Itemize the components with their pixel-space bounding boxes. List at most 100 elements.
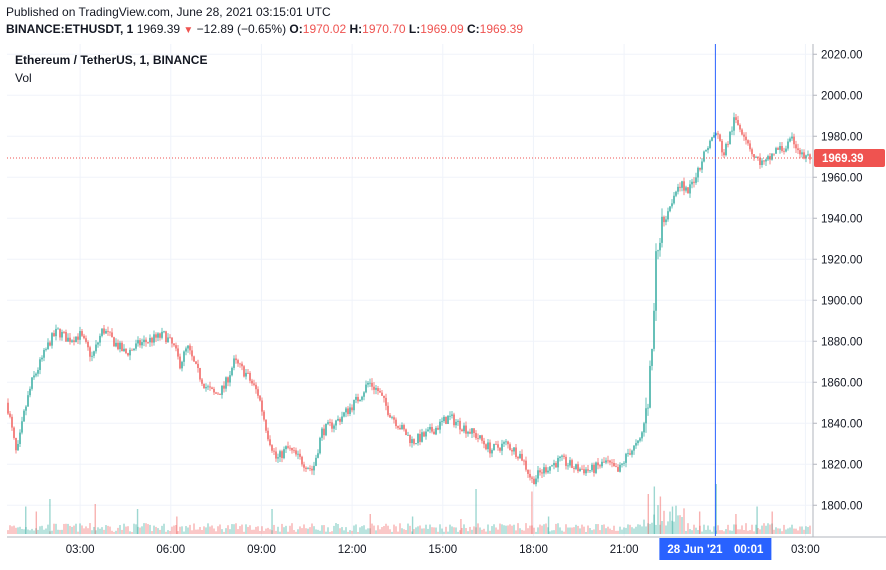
candle-body — [603, 461, 605, 463]
candle-body — [79, 331, 81, 340]
volume-bar — [109, 526, 111, 534]
volume-bar — [677, 515, 679, 534]
candle-body — [555, 463, 557, 468]
volume-bar — [479, 527, 481, 534]
volume-bar — [643, 519, 645, 534]
candle-body — [401, 425, 403, 430]
candle-body — [311, 468, 313, 471]
candle-body — [575, 464, 577, 469]
volume-spike — [715, 484, 717, 534]
volume-bar — [635, 526, 637, 534]
volume-bar — [237, 529, 239, 534]
candle-body — [655, 251, 657, 311]
candle-body — [17, 443, 19, 451]
candle-body — [91, 355, 93, 357]
candle-body — [329, 422, 331, 423]
volume-bar — [645, 526, 647, 534]
candle-body — [429, 427, 431, 430]
volume-bar — [485, 531, 487, 534]
volume-bar — [513, 524, 515, 534]
volume-bar — [757, 527, 759, 534]
candle-body — [787, 141, 789, 149]
volume-bar — [603, 524, 605, 534]
volume-bar — [727, 524, 729, 534]
volume-spike — [94, 504, 96, 534]
volume-bar — [693, 524, 695, 534]
volume-bar — [501, 524, 503, 534]
candle-body — [129, 349, 131, 356]
candle-body — [403, 425, 405, 430]
volume-spike — [671, 506, 674, 534]
volume-bar — [763, 523, 765, 534]
volume-bar — [79, 523, 81, 534]
candle-body — [177, 348, 179, 357]
candle-body — [221, 385, 223, 395]
candle-body — [629, 453, 631, 455]
candle-body — [537, 470, 539, 479]
candle-body — [469, 431, 471, 434]
volume-bar — [489, 530, 491, 534]
volume-bar — [655, 524, 657, 534]
volume-spike — [659, 496, 662, 534]
candle-body — [529, 473, 531, 478]
candle-body — [467, 431, 469, 434]
volume-bar — [179, 526, 181, 534]
candle-body — [553, 463, 555, 466]
volume-bar — [349, 530, 351, 534]
candle-body — [599, 465, 601, 467]
candle-body — [99, 335, 101, 343]
candle-body — [773, 153, 775, 155]
candle-body — [503, 442, 505, 444]
candle-body — [435, 427, 437, 435]
volume-bar — [215, 531, 217, 534]
chart-legend: Ethereum / TetherUS, 1, BINANCE Vol — [15, 53, 207, 85]
candle-body — [797, 148, 799, 151]
volume-spike — [653, 486, 656, 534]
volume-bar — [601, 524, 603, 534]
x-tick-label: 09:00 — [247, 544, 276, 556]
volume-bar — [117, 527, 119, 534]
candle-body — [235, 358, 237, 361]
volume-bar — [399, 523, 401, 534]
candle-body — [771, 153, 773, 160]
y-tick-label: 2020.00 — [821, 49, 863, 61]
volume-bar — [649, 523, 651, 534]
y-tick-label: 1900.00 — [821, 295, 863, 307]
candle-body — [29, 388, 31, 396]
candle-body — [651, 348, 653, 366]
y-tick-label: 1940.00 — [821, 213, 863, 225]
candle-body — [719, 134, 721, 141]
candle-body — [745, 136, 747, 141]
volume-spike — [756, 506, 758, 534]
volume-bar — [707, 525, 709, 534]
volume-bar — [155, 526, 157, 534]
plot-area — [7, 44, 813, 536]
volume-bar — [575, 524, 577, 534]
candle-body — [281, 451, 283, 459]
candle-body — [113, 337, 115, 347]
candle-body — [753, 154, 755, 158]
candle-body — [131, 349, 133, 351]
candle-body — [121, 342, 123, 352]
candle-body — [223, 385, 225, 389]
volume-bar — [47, 524, 49, 534]
candle-body — [775, 148, 777, 154]
volume-bar — [301, 528, 303, 534]
volume-bar — [211, 525, 213, 534]
volume-bar — [147, 524, 149, 534]
volume-bar — [725, 529, 727, 534]
volume-bar — [191, 530, 193, 534]
candle-body — [87, 341, 89, 348]
candle-body — [721, 140, 723, 153]
candle-body — [679, 186, 681, 188]
volume-label: Vol — [15, 71, 32, 85]
candle-body — [609, 460, 611, 463]
volume-bar — [49, 531, 51, 534]
volume-spike — [176, 516, 178, 534]
volume-bar — [367, 528, 369, 534]
volume-bar — [221, 529, 223, 534]
volume-bar — [297, 529, 299, 534]
y-tick-label: 1800.00 — [821, 500, 863, 512]
volume-bar — [339, 528, 341, 534]
